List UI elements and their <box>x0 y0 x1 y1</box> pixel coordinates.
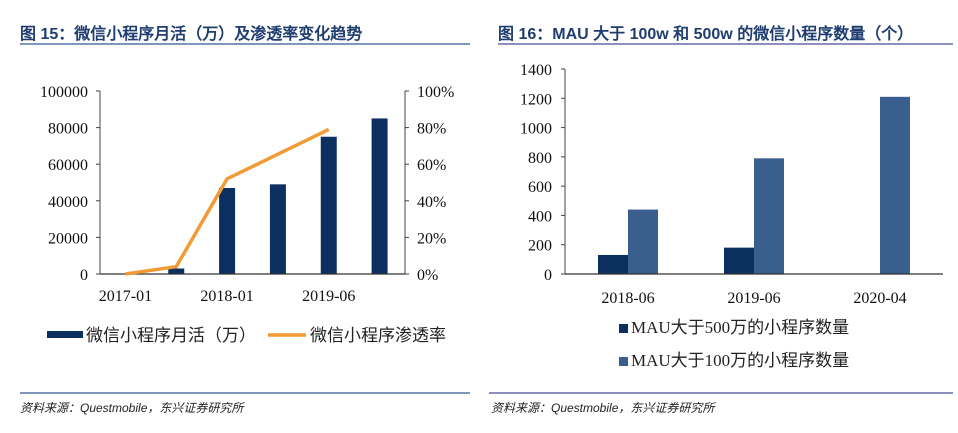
right-y-tick-label: 20% <box>417 230 446 247</box>
y-tick-label: 600 <box>528 179 552 196</box>
x-tick-label: 2019-06 <box>727 290 780 307</box>
mau-bar <box>168 268 185 274</box>
left-y-tick-label: 60000 <box>48 157 88 174</box>
mau-bar <box>320 136 337 274</box>
mau-100w-bar <box>754 158 784 274</box>
left-y-tick-label: 80000 <box>48 121 88 138</box>
title-divider <box>498 43 953 45</box>
x-tick-label: 2020-04 <box>853 290 906 307</box>
legend-swatch-100w <box>619 357 628 366</box>
legend-swatch-mau <box>47 331 83 338</box>
figure-15-panel: 图 15：微信小程序月活（万）及渗透率变化趋势 0 20000 40000 60000… <box>0 0 478 433</box>
x-tick-label: 2018-01 <box>200 288 253 305</box>
y-tick-label: 0 <box>544 267 552 284</box>
left-y-tick-label: 20000 <box>48 230 88 247</box>
x-tick-label: 2018-06 <box>601 290 654 307</box>
mau-500w-bar <box>598 254 628 274</box>
left-y-tick-label: 100000 <box>40 84 88 101</box>
x-tick-label: 2017-01 <box>99 288 152 305</box>
legend-label-mau: 微信小程序月活（万） <box>86 326 256 345</box>
mau-count-chart: 0 200 400 600 800 1000 1200 1400 2018-06 2019-06 2… <box>520 62 943 370</box>
figure-15-title: 图 15：微信小程序月活（万）及渗透率变化趋势 <box>20 26 363 43</box>
right-y-tick-label: 40% <box>417 194 446 211</box>
mau-100w-bar <box>880 96 910 274</box>
y-tick-label: 1000 <box>520 121 552 138</box>
x-tick-label: 2019-06 <box>302 288 355 305</box>
y-tick-label: 1400 <box>520 62 552 79</box>
mau-penetration-chart: 0 20000 40000 60000 80000 100000 0% 20% 40% 60% 80… <box>40 84 454 345</box>
legend-label-100w: MAU大于100万的小程序数量 <box>631 351 849 370</box>
mau-bar <box>219 187 236 274</box>
source-divider <box>20 392 470 394</box>
legend-label-500w: MAU大于500万的小程序数量 <box>631 318 849 337</box>
mau-bar <box>371 118 388 274</box>
left-y-tick-label: 0 <box>80 267 88 284</box>
mau-bar <box>269 184 286 274</box>
y-tick-label: 800 <box>528 150 552 167</box>
source-note: 资料来源：Questmobile，东兴证券研究所 <box>20 401 244 415</box>
right-y-tick-label: 80% <box>417 121 446 138</box>
source-note: 资料来源：Questmobile，东兴证券研究所 <box>491 401 715 415</box>
title-divider <box>20 43 470 45</box>
y-tick-label: 200 <box>528 238 552 255</box>
legend-label-penetration: 微信小程序渗透率 <box>310 326 446 345</box>
figure-16-panel: 图 16：MAU 大于 100w 和 500w 的微信小程序数量（个） 0 200… <box>485 0 958 433</box>
figure-16-title: 图 16：MAU 大于 100w 和 500w 的微信小程序数量（个） <box>498 26 914 43</box>
mau-500w-bar <box>724 247 754 274</box>
right-y-tick-label: 0% <box>417 267 438 284</box>
legend-swatch-500w <box>619 324 628 333</box>
y-tick-label: 1200 <box>520 91 552 108</box>
source-divider <box>489 392 953 394</box>
mau-100w-bar <box>628 209 658 274</box>
penetration-line <box>125 127 330 276</box>
right-y-tick-label: 100% <box>417 84 454 101</box>
right-y-tick-label: 60% <box>417 157 446 174</box>
y-tick-label: 400 <box>528 208 552 225</box>
left-y-tick-label: 40000 <box>48 194 88 211</box>
